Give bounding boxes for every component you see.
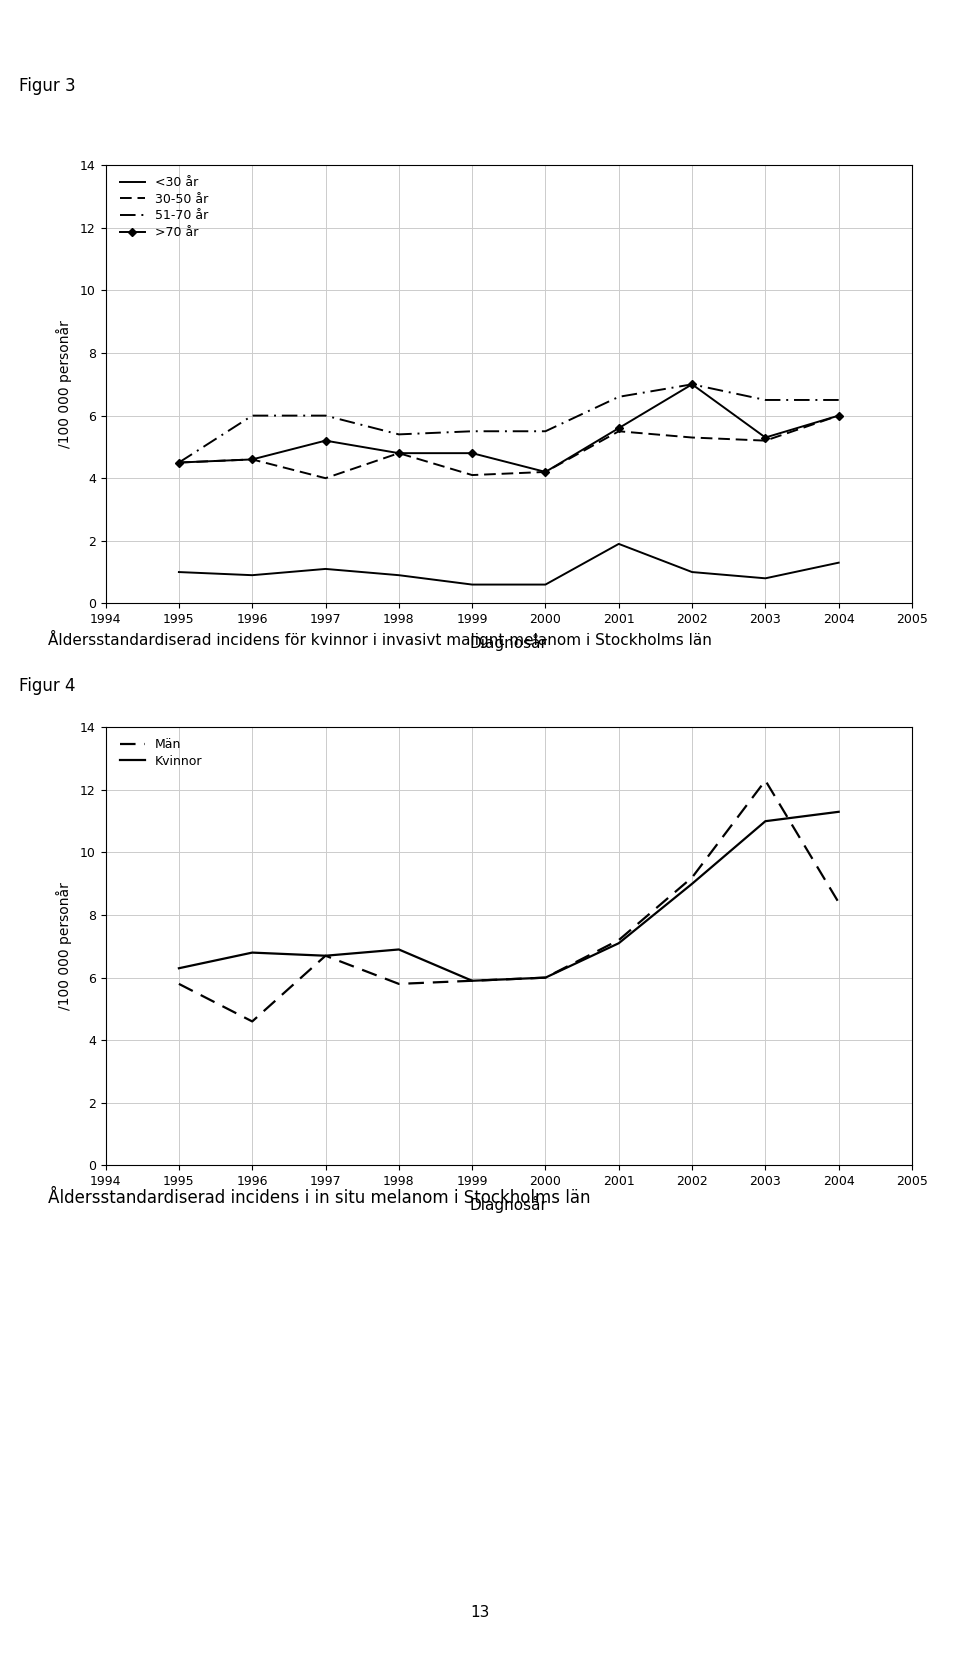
Män [393, 974, 404, 993]
Män [540, 967, 551, 987]
Y-axis label: /100 000 personår: /100 000 personår [56, 883, 72, 1010]
>70 år [759, 428, 771, 448]
Line: 30-50 år: 30-50 år [179, 415, 839, 478]
51-70 år [173, 453, 184, 473]
<30 år [759, 569, 771, 588]
<30 år [320, 559, 331, 579]
Kvinnor [247, 942, 258, 962]
51-70 år [613, 387, 625, 407]
>70 år [320, 431, 331, 451]
30-50 år [833, 405, 845, 425]
>70 år [173, 453, 184, 473]
30-50 år [393, 443, 404, 463]
Män [467, 970, 478, 990]
>70 år [540, 461, 551, 481]
51-70 år [686, 374, 698, 393]
30-50 år [173, 453, 184, 473]
Män [173, 974, 184, 993]
Text: 13: 13 [470, 1605, 490, 1620]
Kvinnor [320, 946, 331, 965]
Text: Åldersstandardiserad incidens för kvinnor i invasivt malignt melanom i Stockholm: Åldersstandardiserad incidens för kvinno… [48, 630, 712, 648]
<30 år [686, 562, 698, 582]
>70 år [613, 418, 625, 438]
<30 år [467, 575, 478, 595]
Män [686, 868, 698, 888]
30-50 år [613, 422, 625, 441]
Kvinnor [613, 934, 625, 954]
Kvinnor [540, 967, 551, 987]
30-50 år [540, 461, 551, 481]
Line: Män: Män [179, 780, 839, 1022]
Text: Figur 3: Figur 3 [19, 78, 76, 94]
Kvinnor [833, 802, 845, 822]
<30 år [173, 562, 184, 582]
X-axis label: Diagnosår: Diagnosår [469, 1197, 548, 1213]
51-70 år [247, 405, 258, 425]
Line: Kvinnor: Kvinnor [179, 812, 839, 980]
X-axis label: Diagnosår: Diagnosår [469, 635, 548, 651]
>70 år [686, 374, 698, 393]
<30 år [247, 565, 258, 585]
>70 år [247, 450, 258, 469]
30-50 år [759, 431, 771, 451]
Line: >70 år: >70 år [176, 382, 842, 474]
30-50 år [467, 464, 478, 484]
Män [320, 946, 331, 965]
Legend: <30 år, 30-50 år, 51-70 år, >70 år: <30 år, 30-50 år, 51-70 år, >70 år [120, 175, 208, 240]
<30 år [393, 565, 404, 585]
Män [759, 770, 771, 790]
Y-axis label: /100 000 personår: /100 000 personår [56, 321, 72, 448]
51-70 år [759, 390, 771, 410]
30-50 år [247, 450, 258, 469]
Män [613, 931, 625, 950]
Kvinnor [467, 970, 478, 990]
51-70 år [320, 405, 331, 425]
Män [247, 1012, 258, 1031]
Line: 51-70 år: 51-70 år [179, 383, 839, 463]
Text: Figur 4: Figur 4 [19, 678, 76, 694]
Legend: Män, Kvinnor: Män, Kvinnor [120, 737, 203, 767]
Kvinnor [686, 874, 698, 894]
51-70 år [833, 390, 845, 410]
51-70 år [467, 422, 478, 441]
Line: <30 år: <30 år [179, 544, 839, 585]
Kvinnor [393, 939, 404, 959]
>70 år [393, 443, 404, 463]
Kvinnor [173, 959, 184, 979]
>70 år [833, 405, 845, 425]
30-50 år [320, 468, 331, 488]
<30 år [540, 575, 551, 595]
Män [833, 893, 845, 912]
<30 år [613, 534, 625, 554]
30-50 år [686, 428, 698, 448]
<30 år [833, 552, 845, 572]
51-70 år [540, 422, 551, 441]
>70 år [467, 443, 478, 463]
Text: Åldersstandardiserad incidens i in situ melanom i Stockholms län: Åldersstandardiserad incidens i in situ … [48, 1190, 590, 1207]
51-70 år [393, 425, 404, 445]
Kvinnor [759, 812, 771, 831]
